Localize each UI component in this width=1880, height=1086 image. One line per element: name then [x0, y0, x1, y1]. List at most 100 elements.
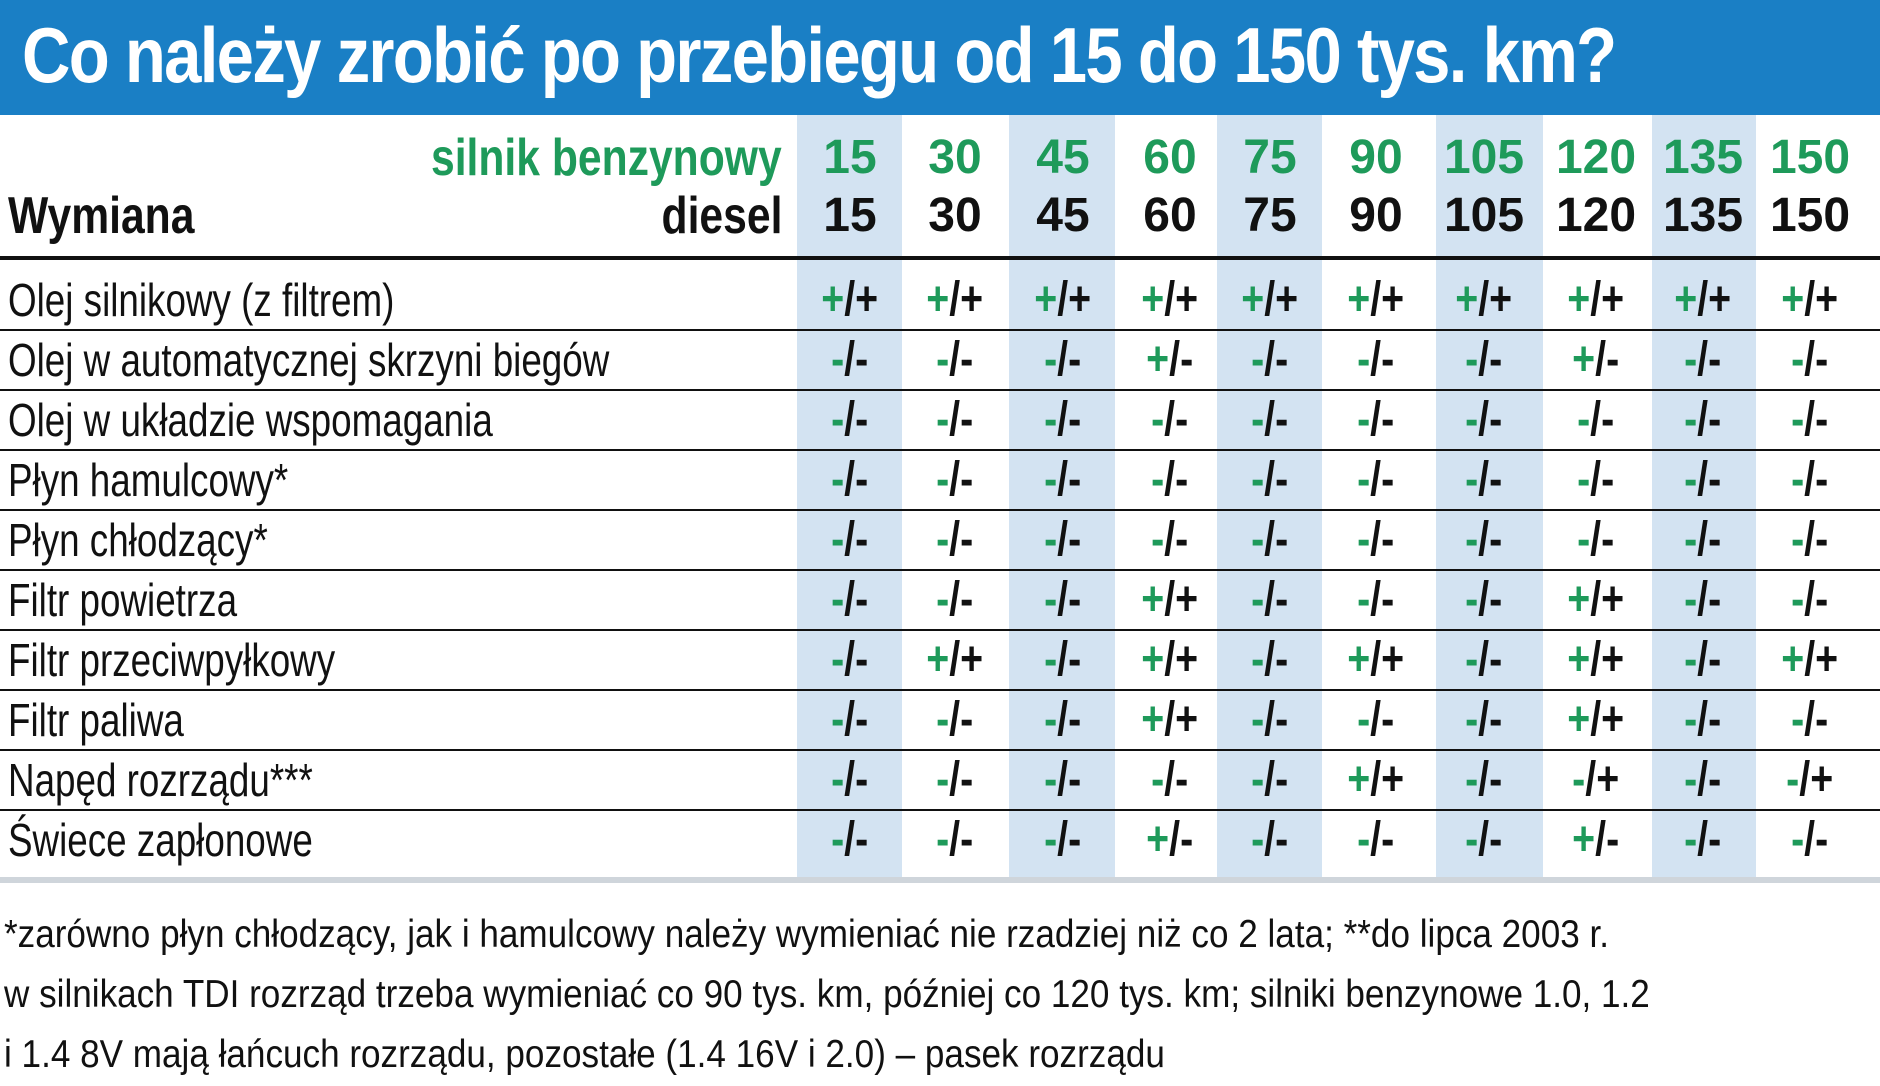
column-shade: [797, 115, 902, 881]
row-label: Płyn hamulcowy*: [8, 454, 289, 506]
table-cell: -/-: [1251, 393, 1289, 446]
table-cell: +/+: [1567, 633, 1625, 686]
table-cell: +/+: [1141, 573, 1199, 626]
table-cell: +/+: [1347, 633, 1405, 686]
table-cell: -/-: [1791, 453, 1829, 506]
table-cell: +/+: [1141, 633, 1199, 686]
table-cell: -/-: [1251, 633, 1289, 686]
table-cell: -/-: [1465, 393, 1503, 446]
diesel-km-value: 90: [1349, 189, 1403, 242]
table-cell: -/-: [1465, 753, 1503, 806]
diesel-km-value: 135: [1662, 189, 1744, 242]
table-cell: +/+: [1567, 693, 1625, 746]
page-title: Co należy zrobić po przebiegu od 15 do 1…: [22, 11, 1617, 99]
table-cell: -/-: [1465, 633, 1503, 686]
row-divider: [0, 449, 1880, 451]
table-cell: +/+: [1347, 753, 1405, 806]
table-cell: -/-: [1684, 513, 1722, 566]
table-cell: -/-: [1791, 693, 1829, 746]
table-cell: +/-: [1146, 813, 1194, 866]
petrol-km-value: 30: [928, 131, 982, 184]
replacement-header: Wymiana: [8, 187, 195, 245]
table-cell: -/-: [1684, 333, 1722, 386]
row-divider: [0, 389, 1880, 391]
table-cell: +/+: [1141, 693, 1199, 746]
table-cell: -/-: [1357, 693, 1395, 746]
petrol-km-value: 120: [1555, 131, 1637, 184]
diesel-km-value: 15: [823, 189, 877, 242]
table-bottom-rule: [0, 877, 1880, 883]
row-label: Płyn chłodzący*: [8, 514, 268, 566]
table-cell: -/-: [1251, 813, 1289, 866]
petrol-km-value: 135: [1662, 131, 1744, 184]
table-cell: -/-: [1465, 573, 1503, 626]
diesel-km-value: 45: [1036, 189, 1090, 242]
row-label: Napęd rozrządu***: [8, 754, 313, 806]
table-cell: -/-: [1251, 453, 1289, 506]
diesel-km-value: 150: [1769, 189, 1851, 242]
row-divider: [0, 629, 1880, 631]
table-cell: +/+: [821, 273, 879, 326]
footnote: *zarówno płyn chłodzący, jak i hamulcowy…: [4, 905, 1687, 1085]
table-cell: -/-: [1684, 813, 1722, 866]
table-cell: -/-: [1251, 693, 1289, 746]
diesel-km-value: 75: [1243, 189, 1297, 242]
table-cell: -/-: [1044, 693, 1082, 746]
table-cell: -/-: [1044, 753, 1082, 806]
table-cell: -/-: [1151, 753, 1189, 806]
table-cell: -/-: [831, 453, 869, 506]
table-cell: -/-: [936, 513, 974, 566]
table-cell: -/-: [1465, 333, 1503, 386]
petrol-km-value: 45: [1036, 131, 1090, 184]
table-cell: -/-: [1044, 813, 1082, 866]
table-cell: -/-: [1044, 633, 1082, 686]
table-cell: +/+: [926, 273, 984, 326]
row-label: Filtr powietrza: [8, 574, 238, 626]
petrol-km-value: 75: [1243, 131, 1297, 184]
table-cell: -/-: [1357, 513, 1395, 566]
row-divider: [0, 569, 1880, 571]
table-cell: -/-: [1465, 453, 1503, 506]
table-cell: -/-: [1357, 393, 1395, 446]
table-cell: -/-: [831, 813, 869, 866]
table-cell: -/-: [1151, 453, 1189, 506]
table-cell: +/+: [1567, 273, 1625, 326]
petrol-km-value: 15: [823, 131, 877, 184]
diesel-km-value: 105: [1443, 189, 1525, 242]
table-cell: -/-: [1151, 513, 1189, 566]
table-cell: -/-: [1044, 453, 1082, 506]
diesel-km-value: 120: [1555, 189, 1637, 242]
table-cell: -/-: [936, 693, 974, 746]
footnote-line: i 1.4 8V mają łańcuch rozrządu, pozostał…: [4, 1033, 1165, 1076]
table-cell: +/+: [1347, 273, 1405, 326]
table-cell: -/-: [831, 693, 869, 746]
table-cell: -/-: [831, 393, 869, 446]
column-shade: [1009, 115, 1115, 881]
petrol-km-value: 150: [1769, 131, 1851, 184]
table-cell: -/-: [1357, 453, 1395, 506]
row-divider: [0, 809, 1880, 811]
petrol-km-value: 90: [1349, 131, 1403, 184]
table-cell: -/-: [1357, 813, 1395, 866]
table-cell: -/-: [1791, 333, 1829, 386]
table-cell: -/-: [831, 633, 869, 686]
table-cell: -/+: [1572, 753, 1620, 806]
row-divider: [0, 749, 1880, 751]
table-cell: +/+: [926, 633, 984, 686]
title-bar: Co należy zrobić po przebiegu od 15 do 1…: [0, 0, 1880, 115]
table-cell: +/-: [1572, 813, 1620, 866]
footnote-line: w silnikach TDI rozrząd trzeba wymieniać…: [4, 973, 1650, 1016]
table-cell: -/+: [1786, 753, 1834, 806]
table-cell: -/-: [1251, 753, 1289, 806]
row-label: Olej w automatycznej skrzyni biegów: [8, 334, 610, 386]
table-cell: -/-: [1791, 573, 1829, 626]
table-cell: +/-: [1146, 333, 1194, 386]
table-cell: -/-: [831, 333, 869, 386]
column-shade: [1652, 115, 1756, 881]
table-cell: -/-: [936, 573, 974, 626]
table-cell: -/-: [1684, 453, 1722, 506]
petrol-km-value: 105: [1443, 131, 1525, 184]
table-cell: -/-: [936, 453, 974, 506]
table-cell: -/-: [936, 393, 974, 446]
column-shade: [1436, 115, 1543, 881]
